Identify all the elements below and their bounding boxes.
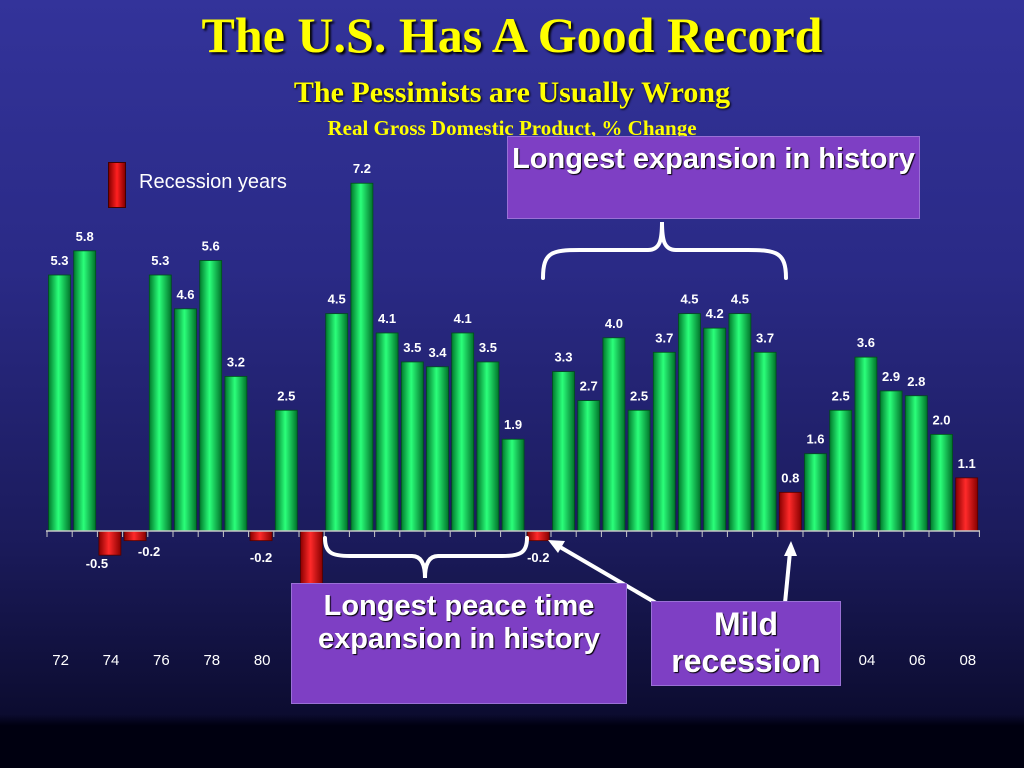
bar-1972 (48, 274, 71, 532)
data-label-2001: 0.8 (781, 470, 799, 485)
bar-2005 (879, 390, 903, 532)
data-label-1975: -0.2 (138, 544, 160, 559)
legend-recession-swatch (108, 162, 126, 208)
callout-longest-expansion: Longest expansion in history (507, 136, 920, 219)
x-tick-label-78: 78 (203, 652, 220, 669)
data-label-2006: 2.8 (907, 374, 925, 389)
data-label-1983: 4.5 (328, 292, 346, 307)
data-label-1994: 4.0 (605, 316, 623, 331)
bar-1986 (400, 361, 424, 532)
bar-2002 (804, 453, 827, 532)
bar-2003 (829, 409, 853, 532)
arrow-2001 (783, 551, 792, 604)
arrow-1991 (558, 545, 658, 605)
data-label-2004: 3.6 (857, 335, 875, 350)
peace-expansion-brace (323, 536, 529, 579)
data-label-1984: 7.2 (353, 161, 371, 176)
data-label-1991: -0.2 (527, 550, 549, 565)
data-label-1996: 3.7 (655, 330, 673, 345)
bar-1978 (199, 260, 223, 532)
bar-1977 (174, 308, 197, 532)
bar-1994 (602, 337, 626, 532)
x-tick-label-08: 08 (959, 652, 976, 669)
bar-1974 (98, 530, 122, 556)
bar-1990 (501, 438, 525, 532)
bar-1984 (350, 182, 374, 532)
data-label-1976: 5.3 (151, 253, 169, 268)
data-label-1978: 5.6 (202, 239, 220, 254)
x-tick-label-04: 04 (859, 652, 876, 669)
arrow-1991-head (548, 540, 565, 553)
data-label-1987: 3.4 (428, 345, 447, 360)
bar-1973 (73, 250, 97, 532)
data-label-1993: 2.7 (580, 379, 598, 394)
data-label-1974: -0.5 (86, 556, 108, 571)
bar-2006 (904, 395, 928, 532)
callout-peace-time-expansion: Longest peace time expansion in history (291, 583, 627, 704)
data-label-1998: 4.2 (706, 306, 724, 321)
data-label-1999: 4.5 (731, 292, 749, 307)
data-label-1989: 3.5 (479, 340, 497, 355)
x-tick-label-72: 72 (52, 652, 69, 669)
bar-1980 (249, 530, 273, 542)
data-label-2000: 3.7 (756, 330, 774, 345)
callout-mild-recession: Mild recession (651, 601, 841, 686)
callout-longest-expansion-text: Longest expansion in history (512, 143, 915, 175)
bar-1987 (426, 366, 449, 532)
chart-title: The U.S. Has A Good Record (201, 7, 823, 63)
bar-1991 (526, 530, 550, 542)
data-label-1995: 2.5 (630, 388, 648, 403)
bar-1983 (325, 313, 349, 532)
expansion-brace (541, 221, 788, 280)
bar-2007 (930, 433, 953, 532)
x-tick-label-80: 80 (254, 652, 271, 669)
bar-1992 (552, 371, 575, 532)
data-label-1973: 5.8 (76, 229, 94, 244)
bar-1988 (451, 332, 475, 532)
arrow-2001-head (784, 541, 797, 556)
bar-2001 (778, 491, 802, 532)
bar-1997 (678, 313, 701, 532)
data-label-2002: 1.6 (806, 432, 824, 447)
data-label-1979: 3.2 (227, 354, 245, 369)
bar-2004 (854, 356, 878, 532)
x-tick-label-76: 76 (153, 652, 170, 669)
bar-1995 (627, 409, 651, 532)
callout-mild-recession-text: Mild recession (671, 606, 821, 679)
data-label-1985: 4.1 (378, 311, 396, 326)
data-label-1986: 3.5 (403, 340, 421, 355)
data-label-1981: 2.5 (277, 388, 295, 403)
bar-1998 (703, 327, 727, 532)
data-label-2007: 2.0 (932, 412, 950, 427)
data-label-1977: 4.6 (176, 287, 194, 302)
bar-2000 (753, 351, 777, 532)
chart-subtitle: The Pessimists are Usually Wrong (293, 76, 731, 109)
data-label-2003: 2.5 (832, 388, 850, 403)
data-label-1990: 1.9 (504, 417, 522, 432)
x-tick-label-06: 06 (909, 652, 926, 669)
bar-1996 (652, 351, 676, 532)
data-label-1972: 5.3 (50, 253, 68, 268)
bar-1989 (476, 361, 500, 532)
bar-1993 (577, 400, 601, 532)
bar-1975 (123, 530, 147, 542)
data-label-1997: 4.5 (680, 292, 698, 307)
x-tick-label-74: 74 (103, 652, 120, 669)
data-label-1992: 3.3 (554, 350, 572, 365)
bar-1999 (728, 313, 752, 532)
data-label-1988: 4.1 (454, 311, 472, 326)
callout-peace-time-text: Longest peace time expansion in history (318, 590, 600, 656)
legend-recession-label: Recession years (139, 171, 287, 193)
data-label-2008: 1.1 (958, 456, 976, 471)
data-label-1980: -0.2 (250, 550, 272, 565)
bar-1981 (274, 409, 298, 532)
bar-2008 (955, 477, 979, 532)
bar-1979 (224, 376, 248, 532)
bar-1985 (375, 332, 399, 532)
data-label-2005: 2.9 (882, 369, 900, 384)
bar-1976 (148, 274, 172, 532)
